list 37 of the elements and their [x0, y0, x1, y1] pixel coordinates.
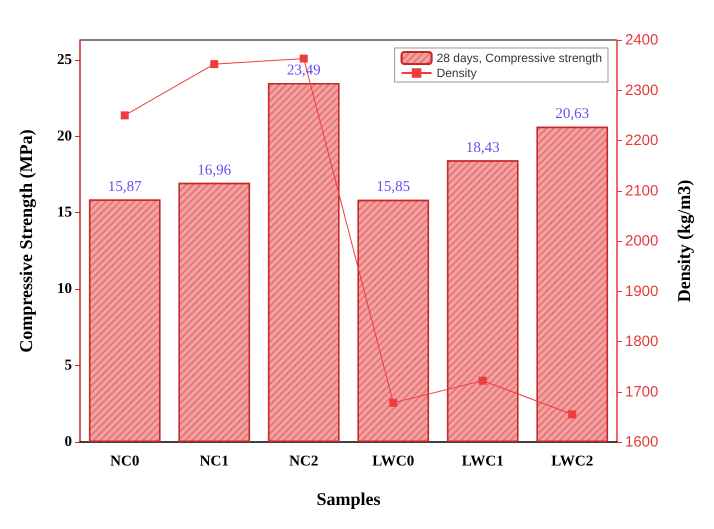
data-label: 20,63 — [555, 106, 590, 122]
x-tick-label: NC1 — [200, 454, 229, 470]
legend-label: 28 days, Compressive strength — [436, 51, 602, 65]
y2-tick-label: 2400 — [625, 32, 658, 48]
y2-tick-label: 1700 — [625, 383, 658, 400]
y-tick-label: 0 — [64, 434, 72, 450]
point — [120, 111, 129, 120]
x-tick-label: LWC0 — [372, 454, 414, 470]
y-axis-title: Compressive Strength (MPa) — [16, 129, 36, 353]
y2-tick-label: 2300 — [625, 82, 658, 99]
point — [300, 54, 308, 63]
legend-label: Density — [436, 66, 477, 80]
x-axis-title: Samples — [316, 489, 381, 509]
x-tick-label: NC0 — [110, 454, 140, 470]
data-label: 15,85 — [376, 179, 410, 196]
y2-tick-label: 2100 — [625, 182, 658, 200]
y2-axis-title: Density (kg/m3) — [674, 180, 694, 302]
x-tick-label: NC2 — [289, 454, 318, 470]
y-tick-label: 15 — [57, 204, 72, 221]
point — [389, 398, 398, 407]
point — [478, 376, 487, 385]
y-tick-label: 25 — [57, 52, 72, 68]
y-tick-label: 5 — [64, 358, 72, 374]
y2-tick-label: 1900 — [625, 282, 658, 300]
x-tick-label: LWC1 — [462, 454, 504, 470]
point — [568, 410, 576, 418]
data-label: 18,43 — [466, 140, 500, 156]
y-tick-label: 10 — [57, 281, 72, 298]
point — [210, 60, 218, 68]
y2-tick-label: 1600 — [625, 434, 658, 450]
data-label: 15,87 — [108, 178, 142, 195]
y-tick-label: 20 — [57, 128, 72, 144]
y2-tick-label: 2200 — [625, 132, 658, 149]
y2-tick-label: 2000 — [625, 232, 658, 250]
data-label: 16,96 — [197, 162, 232, 178]
y2-tick-label: 1800 — [625, 333, 658, 350]
x-tick-label: LWC2 — [551, 454, 594, 470]
